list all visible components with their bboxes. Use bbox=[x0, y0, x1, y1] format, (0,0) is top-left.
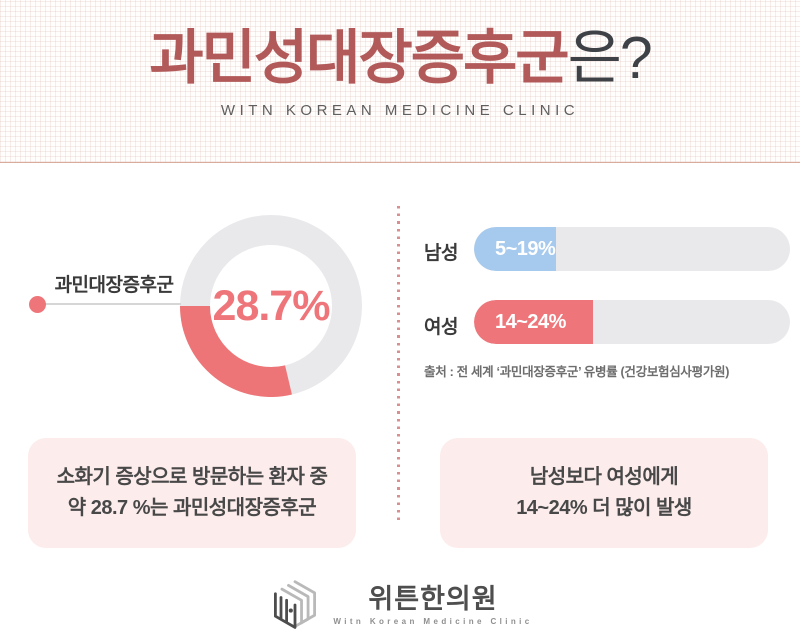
title-highlight: 과민성대장증후군 bbox=[149, 25, 569, 91]
donut-svg bbox=[180, 215, 362, 397]
note-left-line2: 약 28.7 %는 과민성대장증후군 bbox=[67, 497, 317, 519]
bar-track-male: 5~19% bbox=[474, 227, 790, 271]
note-box-left: 소화기 증상으로 방문하는 환자 중 약 28.7 %는 과민성대장증후군 bbox=[28, 438, 356, 548]
clinic-subtitle: Witn Korean Medicine Clinic bbox=[333, 617, 533, 626]
header: 과민성대장증후군은? WITN KOREAN MEDICINE CLINIC bbox=[0, 0, 800, 163]
donut-callout-label: 과민대장증후군 bbox=[54, 275, 174, 296]
note-box-right: 남성보다 여성에게 14~24% 더 많이 발생 bbox=[440, 438, 768, 548]
donut-chart: 28.7% bbox=[180, 215, 362, 397]
bar-label-male: 남성 bbox=[424, 243, 458, 264]
bar-label-female: 여성 bbox=[424, 317, 458, 338]
donut-value-label: 28.7% bbox=[212, 281, 331, 330]
note-right-line2: 14~24% 더 많이 발생 bbox=[516, 497, 692, 519]
donut-callout-line bbox=[42, 303, 181, 305]
note-right-line1: 남성보다 여성에게 bbox=[529, 466, 679, 488]
page-title: 과민성대장증후군은? bbox=[0, 0, 800, 90]
donut-callout-dot bbox=[29, 296, 46, 313]
title-rest: 은? bbox=[567, 25, 653, 91]
footer-text: 위튼한의원 Witn Korean Medicine Clinic bbox=[333, 584, 532, 626]
clinic-logo-icon bbox=[274, 580, 317, 629]
bar-fill-male: 5~19% bbox=[474, 227, 557, 271]
source-note: 출처 : 전 세계 ‘과민대장증후군’ 유병률 (건강보험심사평가원) bbox=[424, 365, 730, 379]
header-subtitle: WITN KOREAN MEDICINE CLINIC bbox=[220, 102, 580, 119]
donut-segment bbox=[180, 305, 292, 397]
dotted-divider bbox=[397, 206, 400, 524]
bar-value-male: 5~19% bbox=[495, 237, 556, 260]
bar-track-female: 14~24% bbox=[474, 300, 790, 344]
bar-fill-female: 14~24% bbox=[474, 300, 593, 344]
footer: 위튼한의원 Witn Korean Medicine Clinic bbox=[0, 574, 800, 636]
clinic-name: 위튼한의원 bbox=[368, 584, 498, 614]
bar-value-female: 14~24% bbox=[495, 310, 566, 333]
note-left-line1: 소화기 증상으로 방문하는 환자 중 bbox=[56, 466, 328, 488]
